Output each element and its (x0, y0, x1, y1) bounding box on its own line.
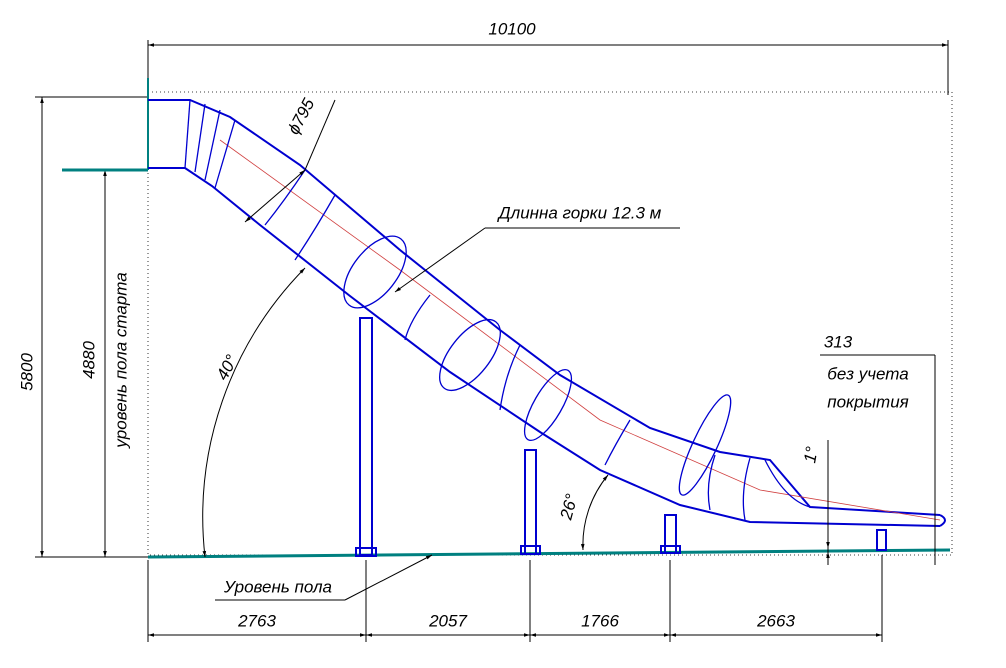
diameter-label: ϕ795 (284, 95, 319, 138)
floor (147, 548, 951, 559)
bounding-box (147, 91, 953, 556)
span-label: 2057 (428, 611, 467, 630)
exit-dimension: 313 без учета покрытия 1° (800, 332, 936, 565)
span-label: 1766 (581, 611, 619, 630)
leader (394, 227, 486, 293)
dimension-label: 10100 (488, 19, 536, 38)
exit-height-label: 313 (824, 332, 853, 351)
angle-label: 40° (213, 352, 242, 384)
diameter-leader (304, 99, 336, 171)
height-dimension: 5800 4880 уровень пола старта (17, 96, 148, 558)
slide-length-label: Длинна горки 12.3 м (497, 203, 662, 222)
angle-label: 26° (556, 492, 581, 523)
leader (344, 554, 433, 601)
diameter-line (244, 169, 306, 223)
floor-level-label: Уровень пола (223, 577, 332, 596)
supports (355, 317, 887, 557)
angle-arc (202, 267, 306, 558)
span-dimensions: 2763 2057 1766 2663 (147, 555, 883, 642)
exit-angle-label: 1° (800, 445, 822, 465)
angle-arc (580, 474, 609, 551)
span-label: 2763 (237, 611, 276, 630)
start-level-label: уровень пола старта (111, 272, 130, 448)
dimension-label: 4880 (79, 341, 98, 379)
slide-tube (148, 99, 946, 527)
exit-note: покрытия (827, 392, 909, 411)
exit-note: без учета (827, 364, 908, 383)
span-label: 2663 (756, 611, 795, 630)
width-dimension: 10100 (147, 19, 949, 95)
dimension-label: 5800 (17, 353, 36, 391)
